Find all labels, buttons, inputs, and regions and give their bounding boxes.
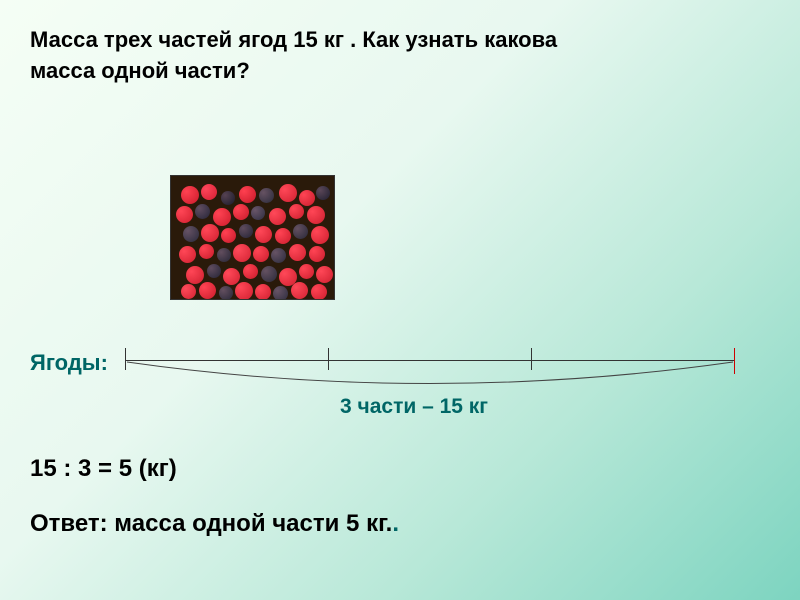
answer-text: Ответ: масса одной части 5 кг.. (30, 510, 399, 538)
question-text: Масса трех частей ягод 15 кг . Как узнат… (30, 25, 557, 87)
question-line1: Масса трех частей ягод 15 кг . Как узнат… (30, 27, 557, 52)
curve-label: 3 части – 15 кг (340, 395, 488, 419)
calculation-text: 15 : 3 = 5 (кг) (30, 455, 177, 483)
brace-curve (125, 360, 735, 400)
berry-image (170, 175, 335, 300)
berries-label: Ягоды: (30, 350, 108, 376)
question-line2: масса одной части? (30, 58, 250, 83)
